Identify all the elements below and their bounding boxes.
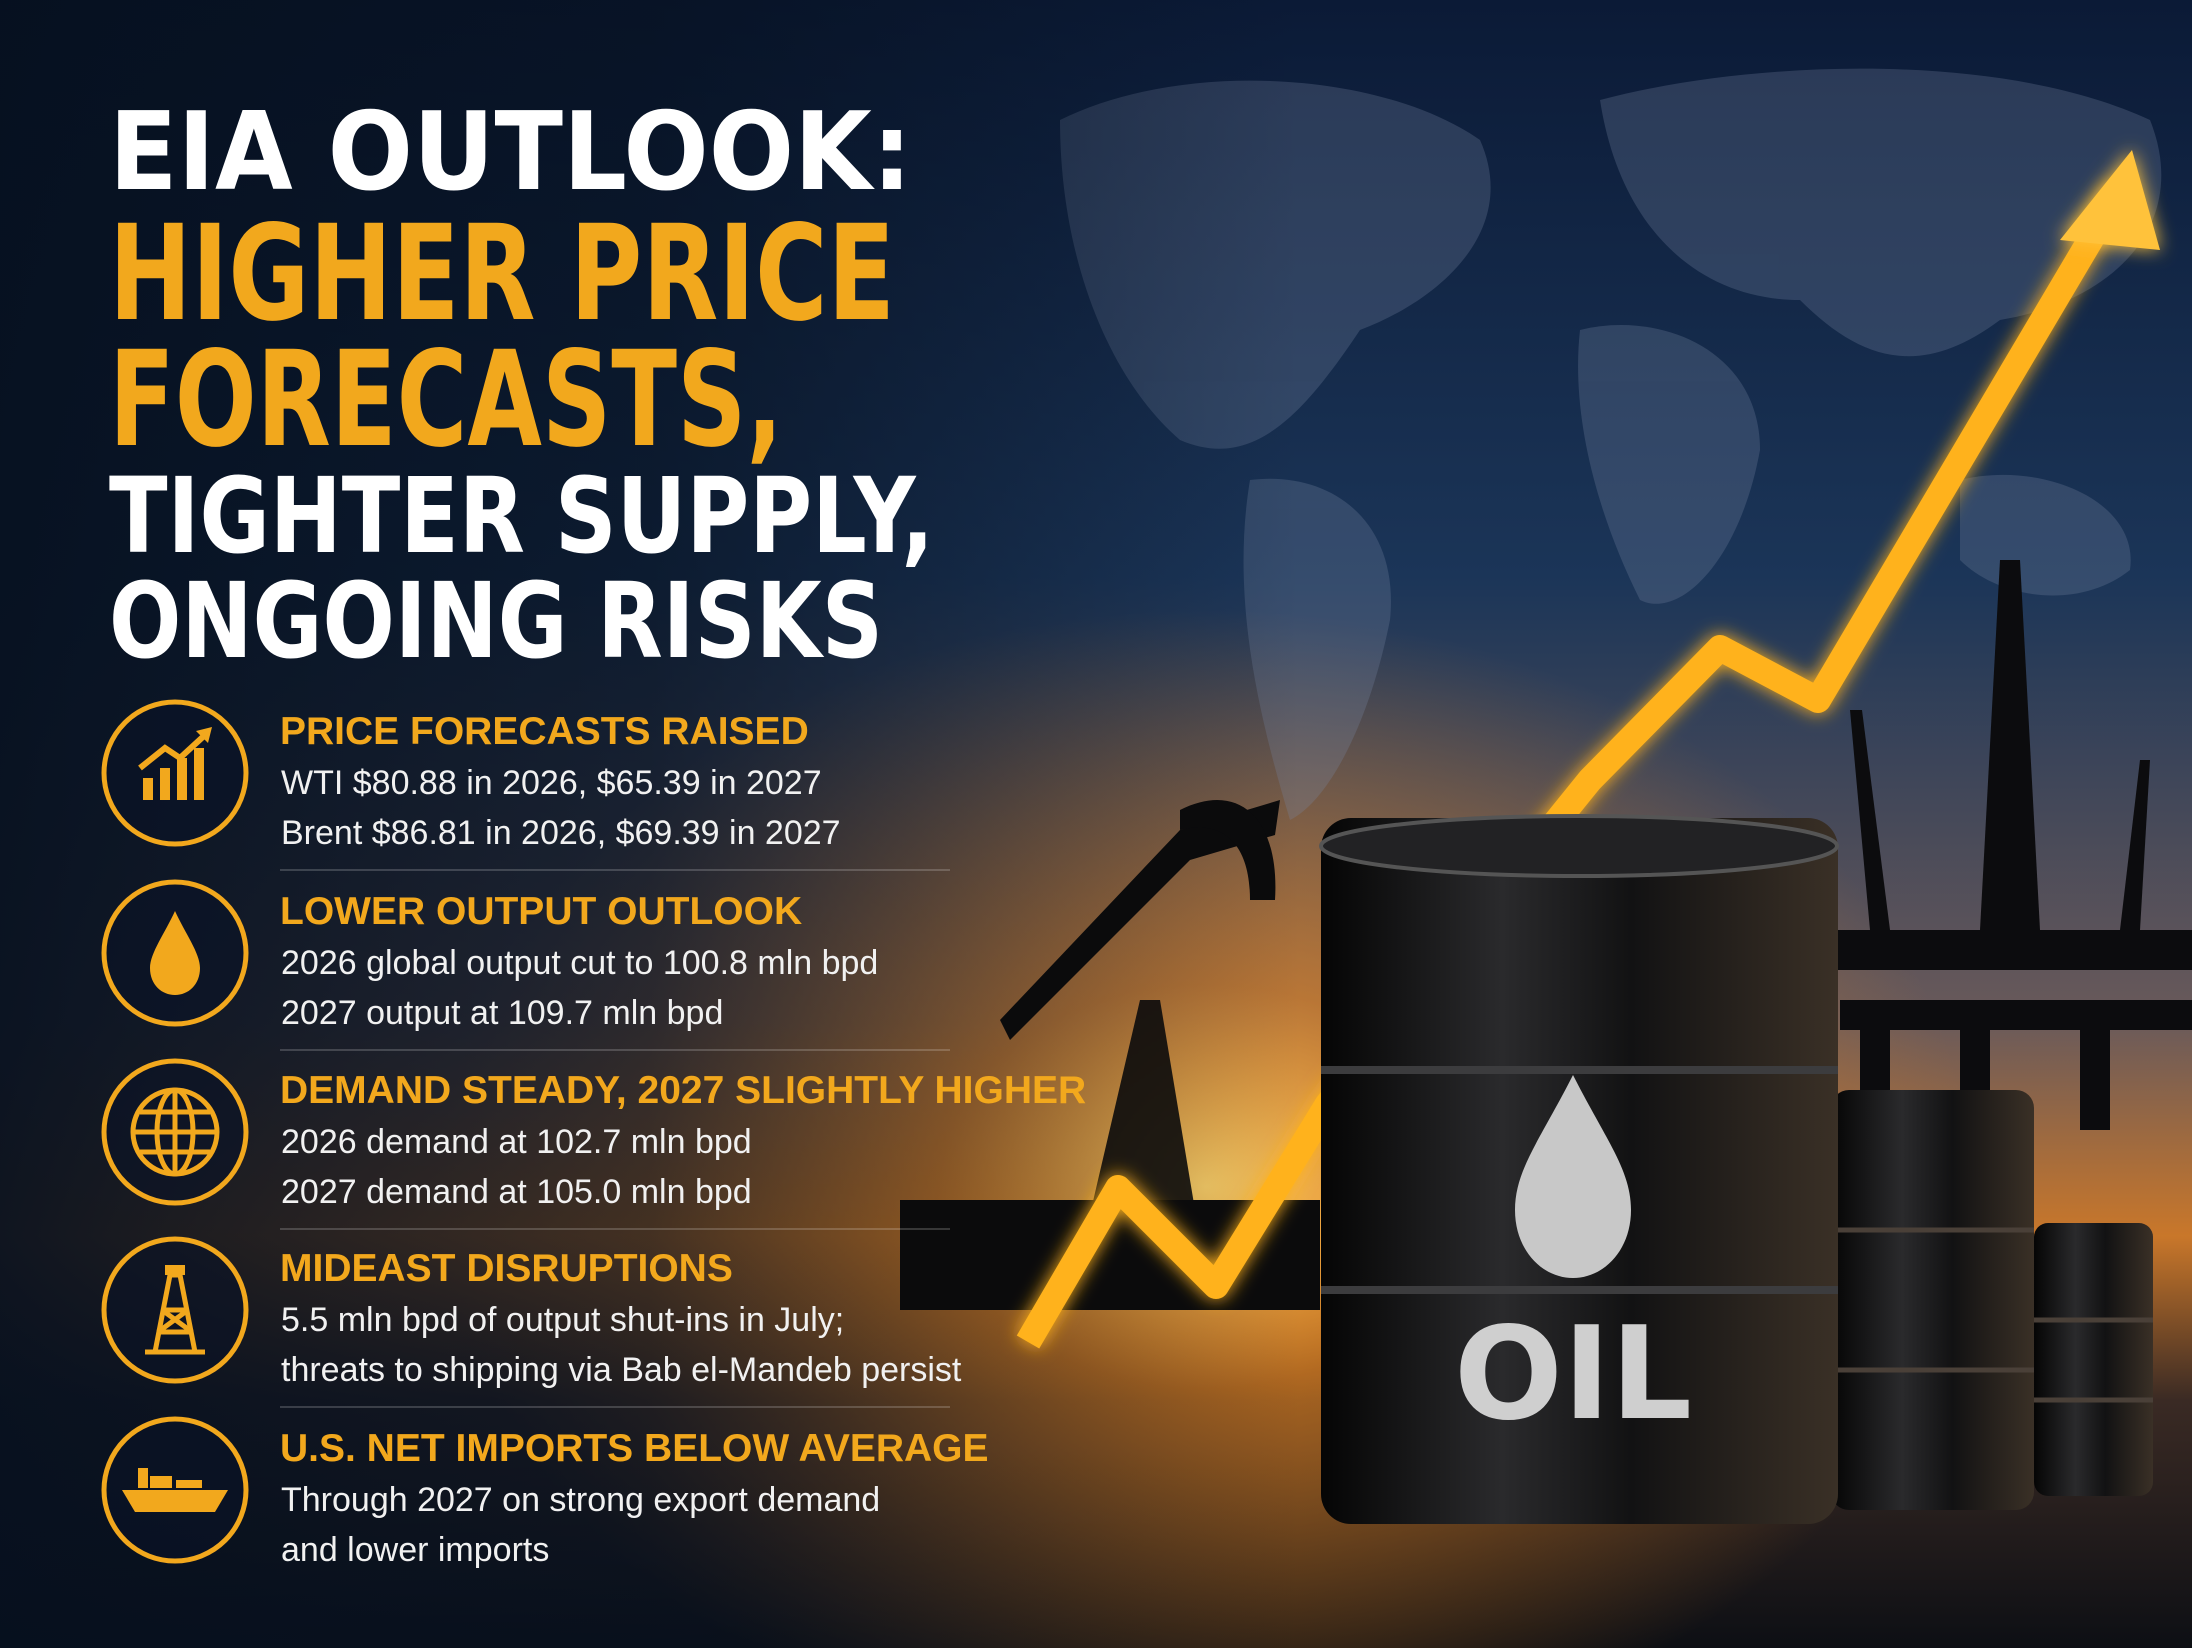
item-text: threats to shipping via Bab el-Mandeb pe… bbox=[281, 1351, 962, 1389]
item-icon bbox=[130, 1087, 220, 1177]
item-text: and lower imports bbox=[281, 1531, 549, 1569]
item-text: Brent $86.81 in 2026, $69.39 in 2027 bbox=[281, 814, 841, 852]
item-heading: U.S. NET IMPORTS BELOW AVERAGE bbox=[280, 1427, 989, 1470]
item-heading: PRICE FORECASTS RAISED bbox=[280, 710, 809, 753]
item-text: WTI $80.88 in 2026, $65.39 in 2027 bbox=[281, 764, 822, 802]
item-heading: DEMAND STEADY, 2027 SLIGHTLY HIGHER bbox=[280, 1069, 1086, 1112]
small-barrels bbox=[1831, 1090, 2153, 1510]
item-text: 2027 demand at 105.0 mln bpd bbox=[281, 1173, 752, 1211]
title-line: ONGOING RISKS bbox=[109, 560, 883, 682]
item-text: 2026 global output cut to 100.8 mln bpd bbox=[281, 944, 878, 982]
item-icon-ring bbox=[101, 699, 249, 847]
item-icon bbox=[150, 911, 200, 995]
item-text: 5.5 mln bpd of output shut-ins in July; bbox=[281, 1301, 844, 1339]
title-line: HIGHER PRICE bbox=[109, 197, 895, 351]
item-icon bbox=[138, 727, 212, 800]
arrow-head bbox=[2060, 150, 2160, 250]
title-line: TIGHTER SUPPLY, bbox=[109, 455, 934, 577]
item-icon bbox=[122, 1468, 228, 1512]
item-text: 2027 output at 109.7 mln bpd bbox=[281, 994, 723, 1032]
barrel-label: OIL bbox=[1454, 1300, 1692, 1449]
item-text: Through 2027 on strong export demand bbox=[281, 1481, 880, 1519]
main-barrel: OIL bbox=[1319, 814, 1839, 1524]
oil-rig bbox=[1830, 560, 2192, 1130]
item-icon bbox=[145, 1265, 205, 1355]
title-line: EIA OUTLOOK: bbox=[109, 90, 912, 215]
item-heading: LOWER OUTPUT OUTLOOK bbox=[280, 890, 802, 933]
item-heading: MIDEAST DISRUPTIONS bbox=[280, 1247, 733, 1290]
title-line: FORECASTS, bbox=[109, 323, 783, 477]
item-text: 2026 demand at 102.7 mln bpd bbox=[281, 1123, 752, 1161]
